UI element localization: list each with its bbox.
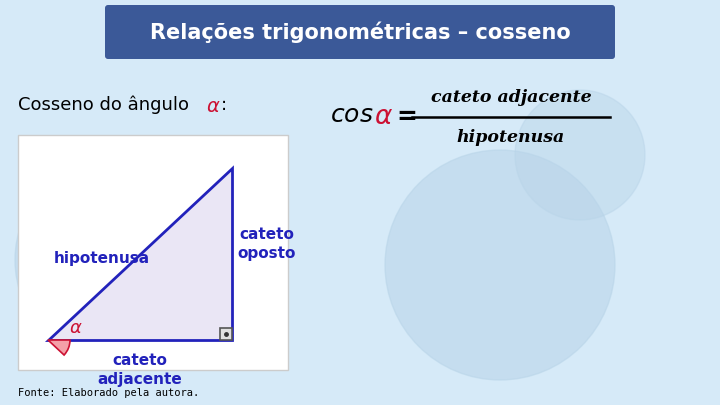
Polygon shape bbox=[48, 168, 232, 340]
Text: $\it{\alpha}$: $\it{\alpha}$ bbox=[206, 96, 220, 115]
Text: $\bf{\it{\alpha}}$: $\bf{\it{\alpha}}$ bbox=[374, 104, 393, 128]
Text: hipotenusa: hipotenusa bbox=[457, 128, 565, 145]
Text: :: : bbox=[221, 96, 227, 114]
Text: $\alpha$: $\alpha$ bbox=[69, 319, 83, 337]
Text: cateto adjacente: cateto adjacente bbox=[431, 90, 591, 107]
Circle shape bbox=[385, 150, 615, 380]
FancyBboxPatch shape bbox=[18, 135, 288, 370]
Circle shape bbox=[515, 90, 645, 220]
Text: hipotenusa: hipotenusa bbox=[54, 252, 150, 266]
FancyBboxPatch shape bbox=[105, 5, 615, 59]
Polygon shape bbox=[220, 328, 232, 340]
Wedge shape bbox=[48, 340, 70, 355]
Text: $\bf{\it{cos}}$: $\bf{\it{cos}}$ bbox=[330, 104, 374, 126]
Circle shape bbox=[15, 155, 225, 365]
Text: $\bf{=}$: $\bf{=}$ bbox=[392, 103, 417, 127]
Text: Fonte: Elaborado pela autora.: Fonte: Elaborado pela autora. bbox=[18, 388, 199, 398]
Text: cateto
adjacente: cateto adjacente bbox=[98, 353, 182, 388]
Text: cateto
oposto: cateto oposto bbox=[238, 227, 296, 261]
Text: Relações trigonométricas – cosseno: Relações trigonométricas – cosseno bbox=[150, 21, 570, 43]
Text: Cosseno do ângulo: Cosseno do ângulo bbox=[18, 96, 194, 114]
